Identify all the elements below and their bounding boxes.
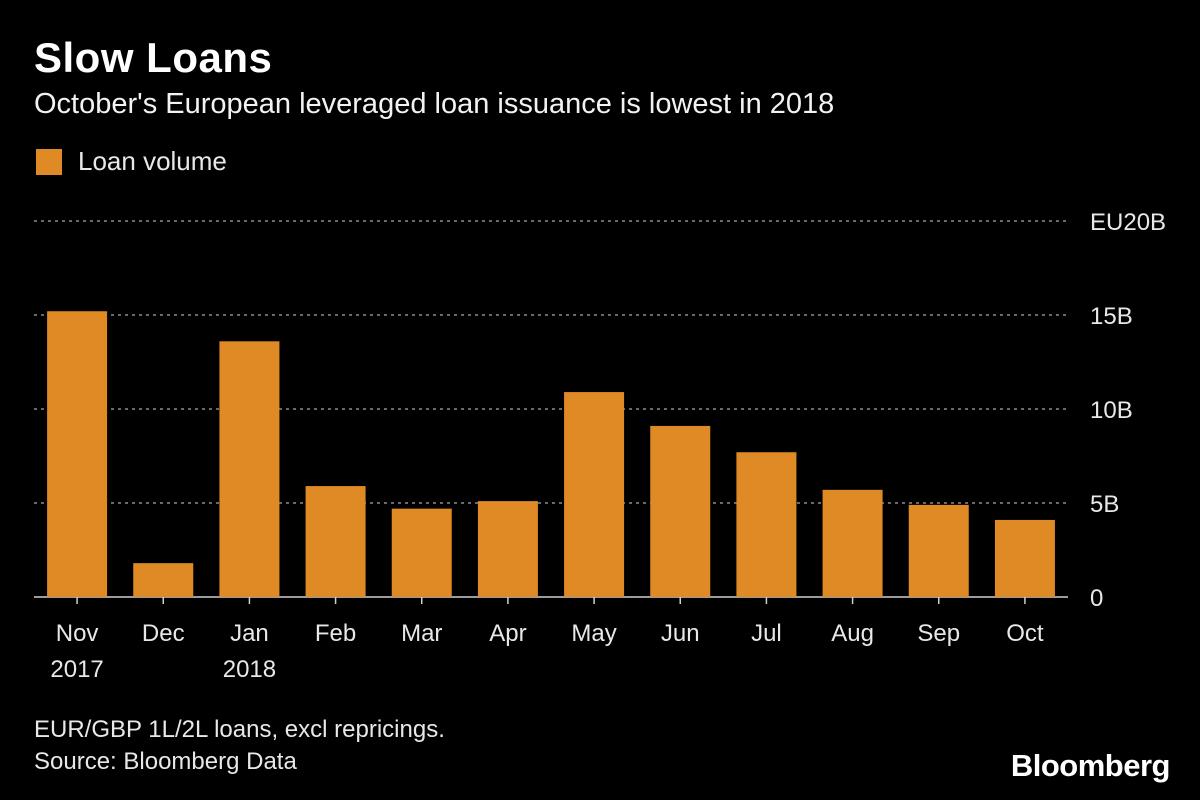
bar <box>994 519 1055 597</box>
y-tick-label: 0 <box>1090 585 1103 612</box>
x-tick-label: 2017 <box>50 656 103 683</box>
bar-chart: 0 5B 10B 15B EU20B Nov 2017 Dec Jan 2018 Feb Mar Apr… <box>34 209 1166 683</box>
x-tick-label: Sep <box>917 620 960 647</box>
x-tick-label: Oct <box>1006 620 1044 647</box>
x-tick-label: 2018 <box>223 656 276 683</box>
bar <box>650 425 711 597</box>
y-tick-label: EU20B <box>1090 209 1166 236</box>
x-tick-label: Apr <box>489 620 526 647</box>
footnotes: EUR/GBP 1L/2L loans, excl repricings. So… <box>34 714 445 778</box>
legend-swatch <box>36 148 62 175</box>
bar <box>47 311 108 597</box>
footnote: EUR/GBP 1L/2L loans, excl repricings. <box>34 716 445 743</box>
bloomberg-logo: Bloomberg <box>1010 748 1171 783</box>
bar <box>477 501 538 597</box>
x-tick-label: Mar <box>401 620 442 647</box>
x-tick-label: Feb <box>315 620 356 647</box>
bar <box>391 508 452 597</box>
chart-subtitle: October's European leveraged loan issuan… <box>34 88 835 120</box>
x-tick-label: Dec <box>142 620 185 647</box>
bar <box>736 452 797 597</box>
bar <box>133 563 194 597</box>
bar <box>219 341 280 597</box>
bar <box>305 486 366 597</box>
x-tick-label: Nov <box>56 620 99 647</box>
y-tick-label: 15B <box>1090 303 1133 330</box>
legend: Loan volume <box>36 146 227 177</box>
source-note: Source: Bloomberg Data <box>34 748 297 775</box>
x-tick-label: Aug <box>831 620 874 647</box>
bar <box>908 504 969 597</box>
chart-title: Slow Loans <box>34 34 273 81</box>
legend-label: Loan volume <box>78 146 227 176</box>
x-tick-label: May <box>571 620 616 647</box>
x-tick-label: Jun <box>661 620 700 647</box>
y-tick-label: 5B <box>1090 491 1119 518</box>
x-tick-label: Jul <box>751 620 782 647</box>
bar <box>564 392 625 597</box>
x-tick-label: Jan <box>230 620 269 647</box>
bar <box>822 489 883 597</box>
y-tick-label: 10B <box>1090 397 1133 424</box>
